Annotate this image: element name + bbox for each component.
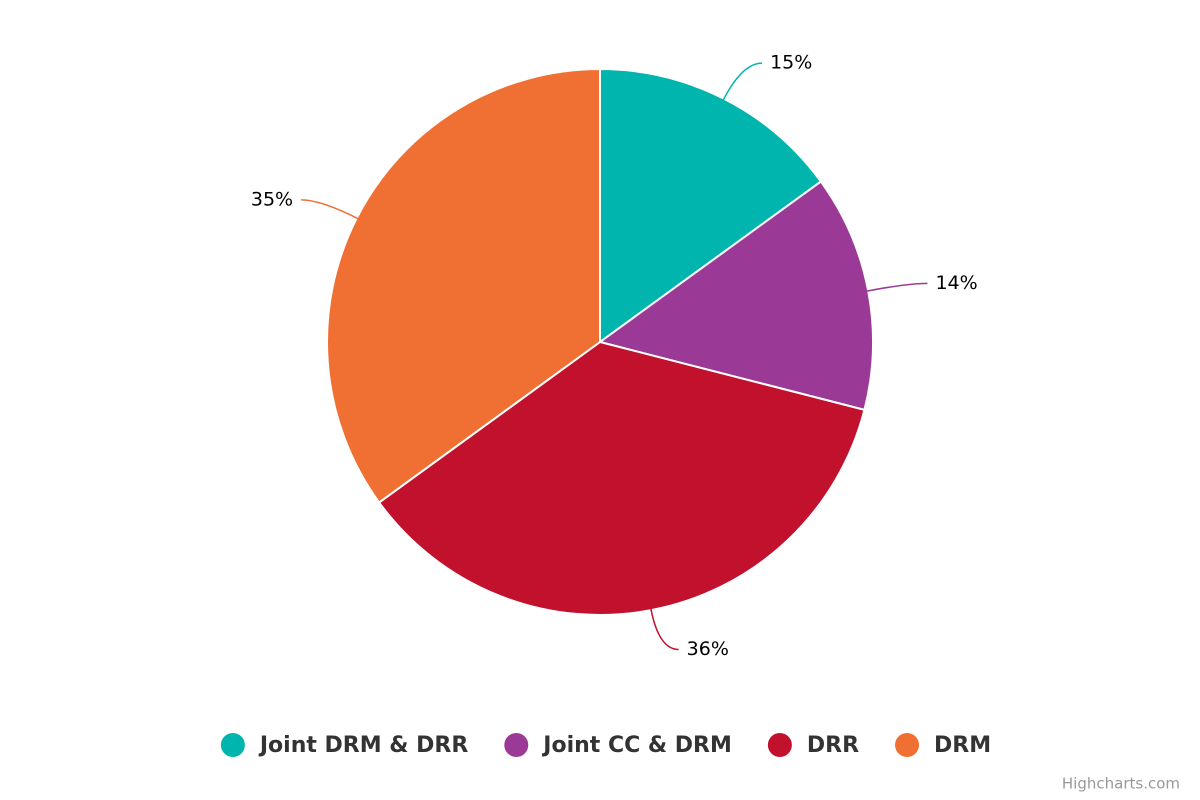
- data-label: 15%: [770, 52, 812, 74]
- connector: [722, 62, 763, 101]
- legend-item[interactable]: DRM: [895, 733, 991, 758]
- legend-item[interactable]: DRR: [767, 733, 859, 758]
- connector: [650, 608, 679, 651]
- data-label: 14%: [935, 272, 977, 294]
- credits[interactable]: Highcharts.com: [1062, 775, 1180, 793]
- legend-label: DRR: [807, 733, 859, 758]
- legend-symbol: [895, 733, 920, 757]
- legend-item[interactable]: Joint CC & DRM: [504, 733, 732, 758]
- legend[interactable]: Joint DRM & DRR Joint CC & DRM DRR DRM: [220, 733, 991, 758]
- legend-symbol: [504, 733, 529, 757]
- legend-label: Joint DRM & DRR: [258, 733, 468, 758]
- data-label: 36%: [687, 638, 729, 660]
- legend-symbol: [767, 733, 792, 757]
- data-labels: 15% 14% 36% 35%: [251, 52, 978, 660]
- legend-label: DRM: [934, 733, 991, 758]
- pie: [326, 67, 874, 616]
- connector: [866, 282, 928, 292]
- legend-item[interactable]: Joint DRM & DRR: [220, 733, 468, 758]
- legend-symbol: [220, 733, 245, 757]
- data-label: 35%: [251, 188, 293, 210]
- connector: [301, 199, 359, 220]
- legend-label: Joint CC & DRM: [541, 733, 732, 758]
